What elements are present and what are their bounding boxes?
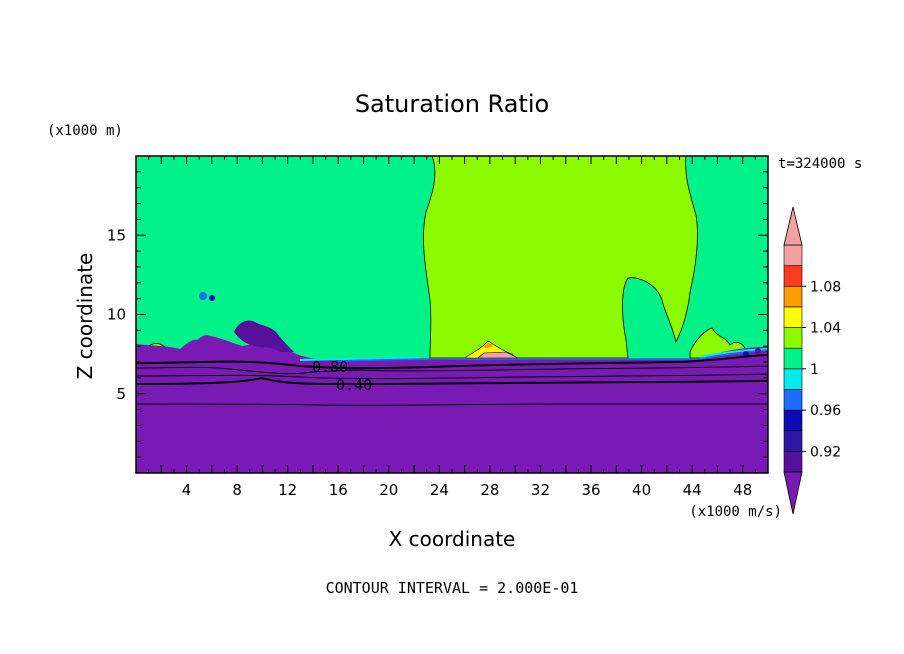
colorbar-segment: [783, 265, 803, 287]
dry-blob-3: [199, 292, 207, 300]
time-label: t=324000 s: [778, 156, 862, 172]
x-tick-label: 40: [632, 481, 651, 499]
colorbar-label: 1.04: [810, 321, 841, 337]
contour-label-080: 0.80: [312, 358, 348, 376]
x-tick-label: 4: [182, 481, 192, 499]
contour-plot-area: 0.80 0.40: [135, 155, 769, 473]
colorbar-under-arrow: [783, 471, 803, 515]
supersat-orange-patch: [483, 343, 494, 349]
y-tick-label: 15: [107, 226, 126, 244]
chart-title: Saturation Ratio: [355, 90, 549, 118]
dry-blob-1: [234, 320, 294, 352]
x-tick-label: 8: [232, 481, 242, 499]
colorbar-segment: [783, 285, 803, 308]
x-tick-label: 16: [329, 481, 348, 499]
contour-line-020: [135, 403, 768, 406]
dry-blob-4: [209, 295, 215, 301]
x-tick-label: 24: [430, 481, 449, 499]
moist-column-region: [423, 155, 698, 359]
contour-line-080: [135, 365, 769, 375]
colorbar-label: 1: [810, 362, 819, 378]
colorbar-segment: [783, 389, 803, 411]
colorbar-segment: [783, 347, 803, 370]
colorbar-label: 1.08: [810, 279, 841, 295]
dry-blob-6: [755, 348, 761, 354]
colorbar-label: 0.92: [810, 444, 841, 460]
contour-line-top: [135, 354, 769, 370]
x-tick-label: 12: [278, 481, 297, 499]
colorbar-segment: [783, 368, 803, 390]
contour-interval-label: CONTOUR INTERVAL = 2.000E-01: [326, 579, 579, 597]
dry-blob-2: [196, 335, 212, 348]
x-tick-label: 32: [531, 481, 550, 499]
x-tick-label: 36: [581, 481, 600, 499]
colorbar-segment: [783, 451, 803, 473]
supersat-pink-patch: [477, 351, 519, 359]
x-tick-label: 28: [480, 481, 499, 499]
x-tick-label: 44: [683, 481, 702, 499]
x-unit-label: (x1000 m/s): [689, 504, 782, 520]
contour-label-040: 0.40: [336, 376, 372, 394]
y-tick-label: 10: [107, 306, 126, 324]
contour-line-040: [135, 376, 769, 385]
colorbar-segment: [783, 409, 803, 432]
colorbar-segment: [783, 327, 803, 349]
y-axis-label: Z coordinate: [73, 253, 97, 380]
x-tick-label: 48: [733, 481, 752, 499]
colorbar-segment: [783, 430, 803, 452]
colorbar-label: 0.96: [810, 403, 841, 419]
colorbar-segment: [783, 244, 803, 266]
colorbar: 0.92 0.96 1 1.04 1.08: [783, 206, 841, 515]
x-axis-label: X coordinate: [389, 527, 516, 551]
colorbar-over-arrow: [783, 206, 803, 246]
x-tick-label: 20: [379, 481, 398, 499]
y-tick-label: 5: [116, 385, 126, 403]
colorbar-segment: [783, 306, 803, 328]
y-unit-label: (x1000 m): [47, 123, 123, 139]
contour-line-060: [135, 373, 769, 380]
